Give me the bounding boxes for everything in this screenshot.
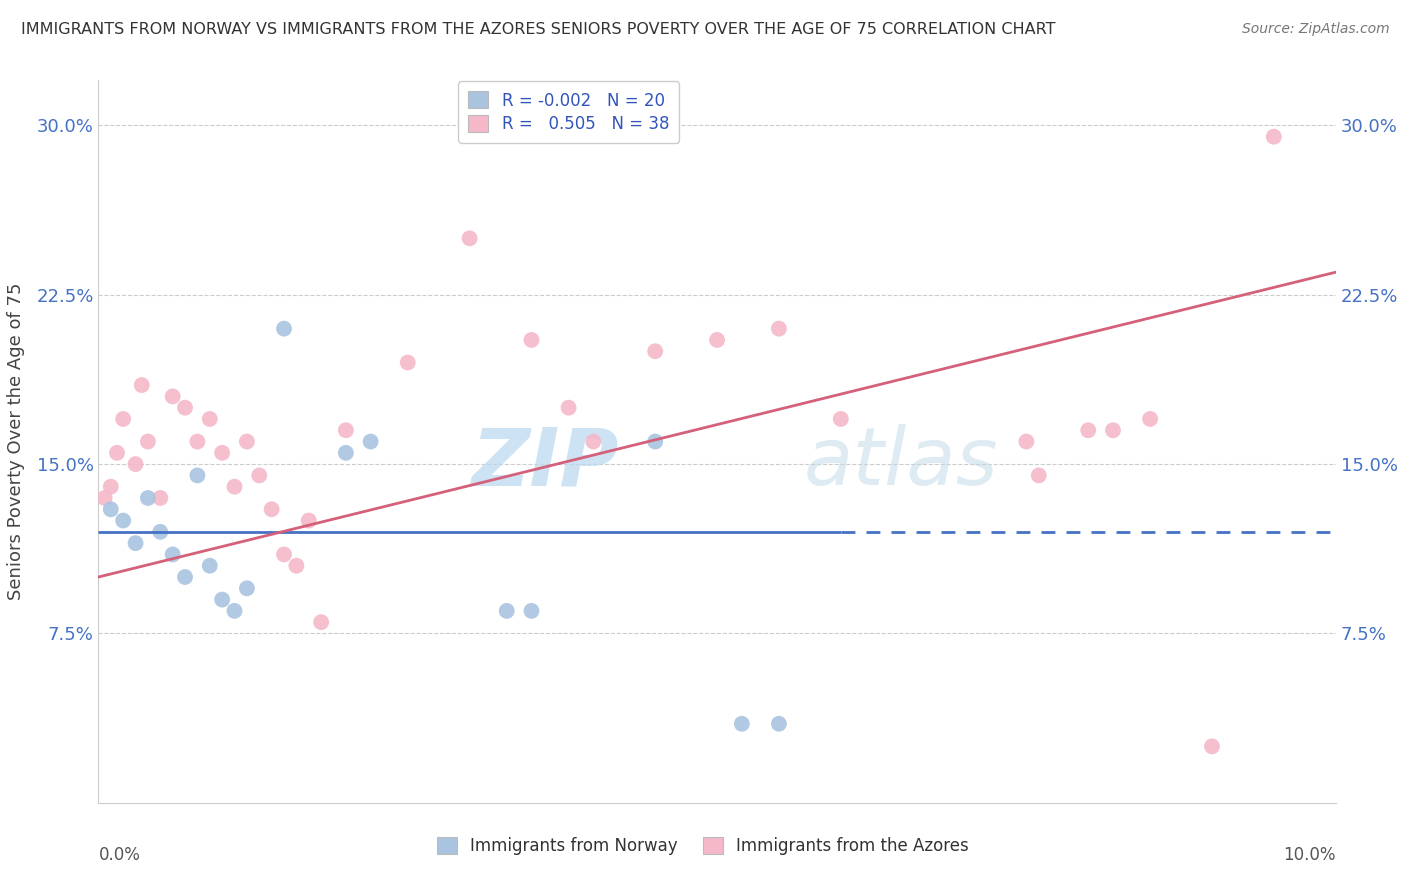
Point bbox=[360, 434, 382, 449]
Point bbox=[211, 446, 233, 460]
Point bbox=[236, 434, 259, 449]
Point bbox=[112, 412, 135, 426]
Text: 10.0%: 10.0% bbox=[1284, 847, 1336, 864]
Point bbox=[162, 389, 184, 403]
Point bbox=[260, 502, 283, 516]
Text: 0.0%: 0.0% bbox=[98, 847, 141, 864]
Point bbox=[174, 401, 197, 415]
Point bbox=[136, 491, 159, 505]
Point bbox=[100, 480, 122, 494]
Point bbox=[396, 355, 419, 369]
Point bbox=[830, 412, 852, 426]
Point bbox=[285, 558, 308, 573]
Point bbox=[1102, 423, 1125, 437]
Y-axis label: Seniors Poverty Over the Age of 75: Seniors Poverty Over the Age of 75 bbox=[7, 283, 25, 600]
Legend: Immigrants from Norway, Immigrants from the Azores: Immigrants from Norway, Immigrants from … bbox=[430, 830, 976, 862]
Point bbox=[1015, 434, 1038, 449]
Point bbox=[162, 548, 184, 562]
Point bbox=[149, 491, 172, 505]
Point bbox=[112, 514, 135, 528]
Point bbox=[186, 468, 208, 483]
Point bbox=[149, 524, 172, 539]
Point bbox=[1201, 739, 1223, 754]
Point bbox=[247, 468, 270, 483]
Point bbox=[298, 514, 321, 528]
Point bbox=[731, 716, 754, 731]
Text: IMMIGRANTS FROM NORWAY VS IMMIGRANTS FROM THE AZORES SENIORS POVERTY OVER THE AG: IMMIGRANTS FROM NORWAY VS IMMIGRANTS FRO… bbox=[21, 22, 1056, 37]
Point bbox=[706, 333, 728, 347]
Point bbox=[224, 604, 246, 618]
Point bbox=[105, 446, 128, 460]
Point bbox=[1077, 423, 1099, 437]
Point bbox=[198, 558, 221, 573]
Point bbox=[335, 423, 357, 437]
Point bbox=[335, 446, 357, 460]
Point bbox=[174, 570, 197, 584]
Point bbox=[495, 604, 517, 618]
Point bbox=[273, 548, 295, 562]
Point bbox=[124, 536, 146, 550]
Point bbox=[768, 716, 790, 731]
Point bbox=[520, 604, 543, 618]
Text: Source: ZipAtlas.com: Source: ZipAtlas.com bbox=[1241, 22, 1389, 37]
Point bbox=[236, 582, 259, 596]
Point bbox=[557, 401, 579, 415]
Point bbox=[309, 615, 332, 630]
Point bbox=[520, 333, 543, 347]
Point bbox=[458, 231, 481, 245]
Point bbox=[186, 434, 208, 449]
Point bbox=[124, 457, 146, 471]
Point bbox=[644, 434, 666, 449]
Point bbox=[211, 592, 233, 607]
Legend: R = -0.002   N = 20, R =   0.505   N = 38: R = -0.002 N = 20, R = 0.505 N = 38 bbox=[458, 81, 679, 143]
Point bbox=[768, 321, 790, 335]
Text: ZIP: ZIP bbox=[471, 425, 619, 502]
Point bbox=[1263, 129, 1285, 144]
Point bbox=[131, 378, 153, 392]
Point bbox=[93, 491, 115, 505]
Point bbox=[582, 434, 605, 449]
Point bbox=[1028, 468, 1050, 483]
Point bbox=[136, 434, 159, 449]
Point bbox=[100, 502, 122, 516]
Point bbox=[224, 480, 246, 494]
Point bbox=[198, 412, 221, 426]
Text: atlas: atlas bbox=[804, 425, 998, 502]
Point bbox=[1139, 412, 1161, 426]
Point bbox=[273, 321, 295, 335]
Point bbox=[644, 344, 666, 359]
